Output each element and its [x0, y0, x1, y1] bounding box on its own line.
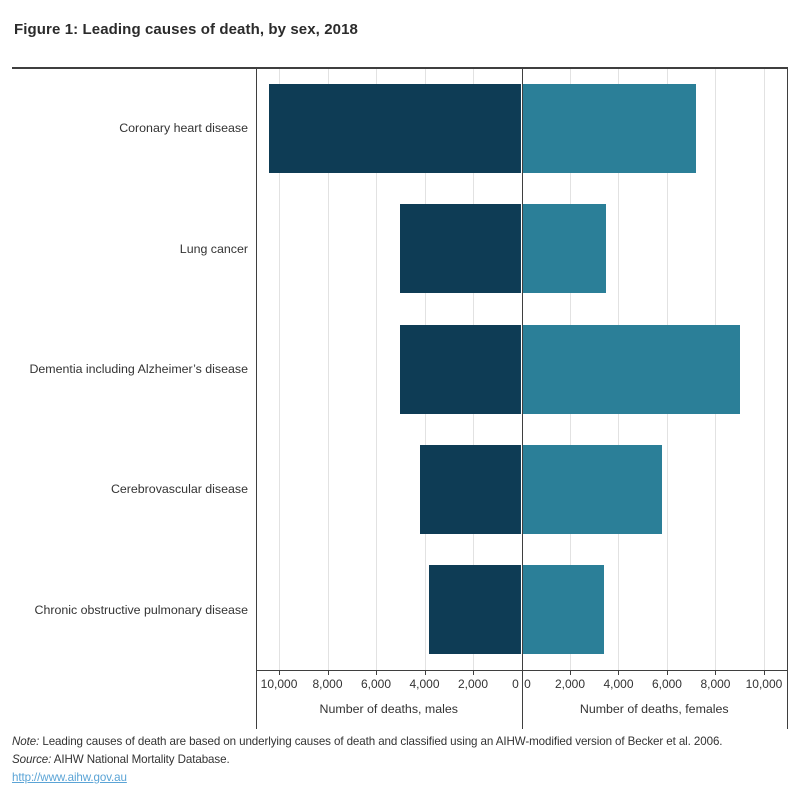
axis-tick: [279, 670, 281, 675]
axis-tick: [618, 670, 620, 675]
tick-label: 4,000: [603, 677, 634, 691]
tick-label: 8,000: [312, 677, 343, 691]
tick-label: 6,000: [651, 677, 682, 691]
note-line: Note: Leading causes of death are based …: [12, 733, 723, 751]
bar-males-3[interactable]: [400, 324, 522, 414]
bar-males-5[interactable]: [429, 565, 522, 655]
bar-females-2[interactable]: [521, 204, 607, 294]
source-line: Source: AIHW National Mortality Database…: [12, 751, 722, 769]
category-label: Coronary heart disease: [119, 121, 248, 136]
bar-females-1[interactable]: [521, 83, 697, 173]
figure-title: Figure 1: Leading causes of death, by se…: [14, 21, 358, 38]
x-axis-line: [256, 670, 787, 671]
gridline: [279, 69, 281, 670]
zero-divider: [521, 68, 523, 729]
category-label: Cerebrovascular disease: [110, 482, 248, 497]
axis-tick: [763, 670, 765, 675]
gridline: [376, 69, 378, 670]
bar-males-1[interactable]: [269, 83, 522, 173]
axis-tick: [473, 670, 474, 675]
axis-tick: [376, 670, 378, 675]
tick-label: 10,000: [260, 677, 298, 691]
chart-footer: Note: Leading causes of death are based …: [12, 733, 723, 787]
tick-label: 8,000: [700, 677, 731, 691]
tick-label: 2,000: [457, 677, 489, 691]
chart-top-border: [12, 67, 788, 69]
axis-tick: [715, 670, 717, 675]
bar-males-2[interactable]: [400, 204, 522, 294]
plot-right-border: [787, 68, 788, 729]
plot-left-border: [256, 68, 257, 729]
bar-males-4[interactable]: [419, 444, 522, 534]
tick-label: 0: [512, 677, 519, 691]
tick-label: 0: [524, 677, 531, 691]
source-text: AIHW National Mortality Database.: [51, 753, 230, 766]
axis-tick: [327, 670, 329, 675]
bar-females-4[interactable]: [521, 444, 663, 534]
axis-tick: [666, 670, 668, 675]
category-label: Chronic obstructive pulmonary disease: [34, 602, 249, 617]
source-label: Source:: [12, 753, 52, 766]
note-text: Leading causes of death are based on und…: [39, 735, 723, 748]
gridline: [327, 69, 329, 670]
tick-label: 2,000: [554, 677, 585, 691]
x-axis-title-females: Number of deaths, females: [579, 702, 729, 716]
tick-label: 6,000: [361, 677, 392, 691]
tick-label: 4,000: [409, 677, 440, 691]
category-label: Dementia including Alzheimer’s disease: [29, 362, 248, 376]
bar-females-3[interactable]: [521, 324, 740, 414]
axis-tick: [569, 670, 571, 675]
category-label: Lung cancer: [179, 241, 248, 256]
tick-label: 10,000: [745, 677, 783, 691]
x-axis-title-males: Number of deaths, males: [319, 702, 458, 716]
axis-tick: [424, 670, 426, 675]
note-label: Note:: [12, 735, 40, 748]
bar-females-5[interactable]: [521, 565, 604, 655]
gridline: [763, 69, 765, 670]
aihw-link[interactable]: http://www.aihw.gov.au: [12, 771, 127, 784]
